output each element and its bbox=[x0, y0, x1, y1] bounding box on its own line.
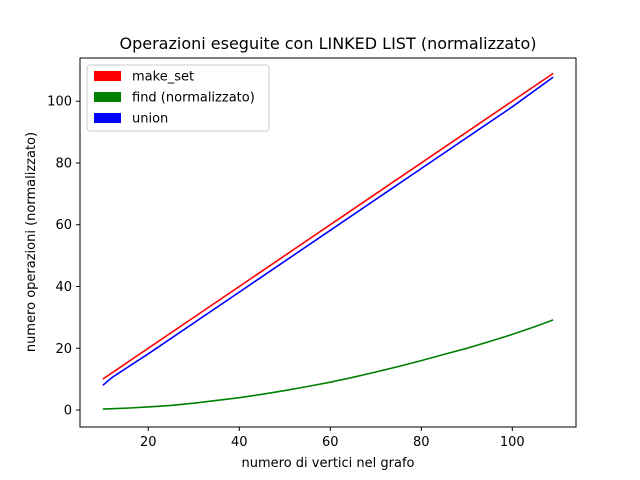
y-tick-label: 60 bbox=[55, 218, 72, 233]
x-tick-label: 20 bbox=[140, 435, 157, 450]
y-tick-label: 0 bbox=[64, 404, 72, 419]
legend-label: find (normalizzato) bbox=[132, 91, 255, 106]
legend-label: union bbox=[132, 112, 168, 127]
y-tick-label: 40 bbox=[55, 280, 72, 295]
plot-frame bbox=[79, 57, 577, 428]
legend-label: make_set bbox=[132, 70, 194, 85]
legend-box bbox=[86, 64, 270, 132]
legend-swatch bbox=[94, 113, 121, 123]
x-tick-label: 80 bbox=[413, 435, 430, 450]
legend-swatch bbox=[94, 92, 121, 102]
x-tick-label: 100 bbox=[500, 435, 525, 450]
series-line-find-normalizzato bbox=[102, 319, 554, 410]
y-axis-label: numero operazioni (normalizzato) bbox=[24, 132, 39, 352]
series-line-union bbox=[102, 76, 554, 386]
x-axis-label: numero di vertici nel grafo bbox=[242, 456, 415, 471]
x-tick-label: 40 bbox=[231, 435, 248, 450]
legend-swatch bbox=[94, 71, 121, 81]
x-tick-label: 60 bbox=[322, 435, 339, 450]
y-tick-label: 20 bbox=[55, 342, 72, 357]
series-line-make-set bbox=[102, 72, 554, 380]
y-tick-label: 80 bbox=[55, 156, 72, 171]
y-tick-label: 100 bbox=[47, 95, 72, 110]
chart-title: Operazioni eseguite con LINKED LIST (nor… bbox=[120, 34, 537, 53]
